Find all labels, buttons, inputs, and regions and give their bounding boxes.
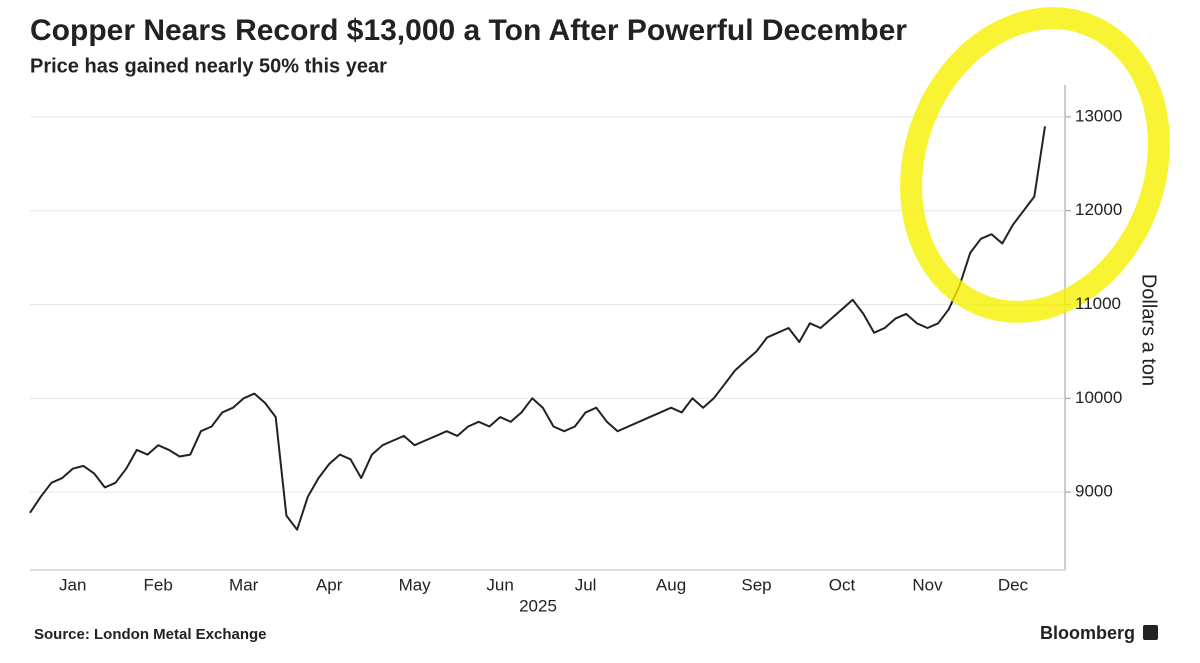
x-tick-label: Jan xyxy=(59,575,86,594)
x-tick-label: May xyxy=(399,575,432,594)
y-tick-label: 11000 xyxy=(1075,294,1121,313)
x-axis-label: 2025 xyxy=(519,596,557,615)
brand-icon xyxy=(1143,625,1158,640)
x-tick-label: Sep xyxy=(741,575,771,594)
brand: Bloomberg xyxy=(1040,623,1135,643)
x-tick-label: Jul xyxy=(575,575,597,594)
x-tick-label: Apr xyxy=(316,575,343,594)
x-tick-label: Mar xyxy=(229,575,259,594)
source: Source: London Metal Exchange xyxy=(34,626,267,643)
x-tick-label: Oct xyxy=(829,575,856,594)
x-tick-label: Jun xyxy=(486,575,513,594)
chart-title: Copper Nears Record $13,000 a Ton After … xyxy=(30,14,907,47)
x-tick-label: Feb xyxy=(144,575,173,594)
chart-subtitle: Price has gained nearly 50% this year xyxy=(30,55,387,77)
y-tick-label: 13000 xyxy=(1075,106,1122,125)
x-tick-label: Dec xyxy=(998,575,1029,594)
highlight-circle xyxy=(900,7,1170,323)
x-tick-label: Nov xyxy=(912,575,943,594)
price-line xyxy=(29,126,1046,531)
y-axis-label: Dollars a ton xyxy=(1138,274,1160,386)
y-tick-label: 12000 xyxy=(1075,200,1122,219)
y-tick-label: 9000 xyxy=(1075,482,1113,501)
y-tick-label: 10000 xyxy=(1075,388,1122,407)
x-tick-label: Aug xyxy=(656,575,686,594)
